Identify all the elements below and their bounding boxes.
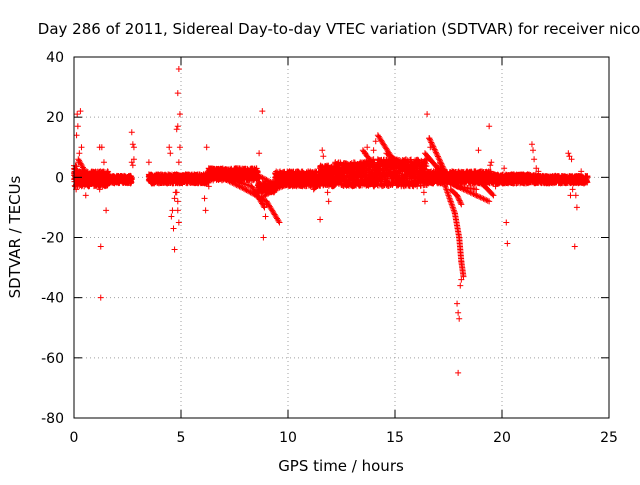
chart-background (0, 0, 640, 480)
